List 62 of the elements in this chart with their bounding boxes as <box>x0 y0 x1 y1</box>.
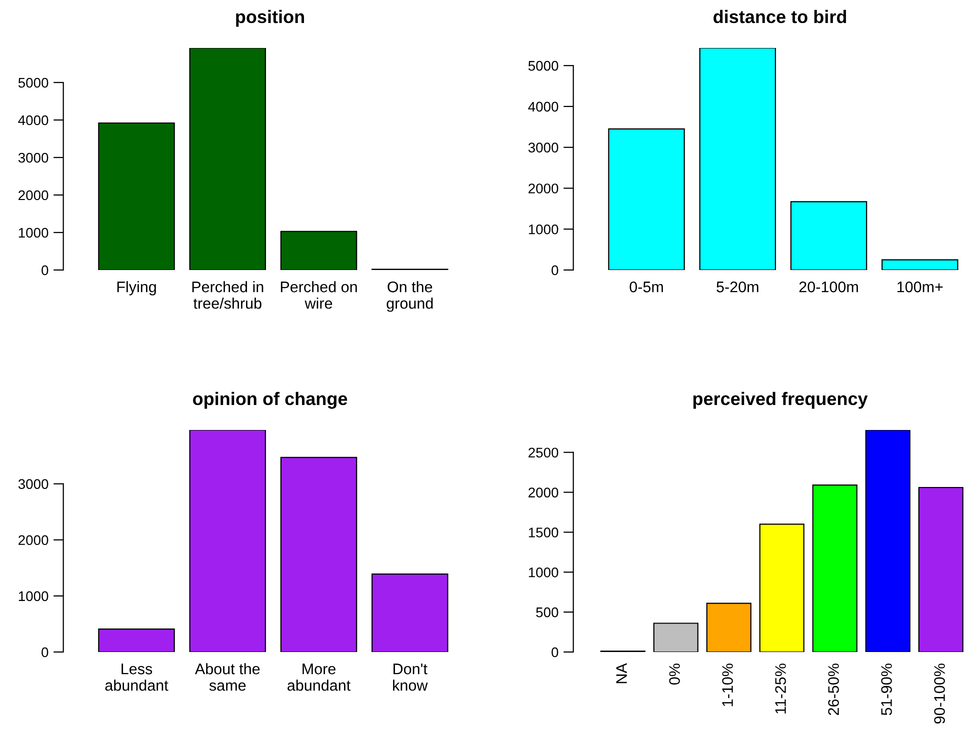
bar <box>189 48 266 270</box>
y-tick-label: 4000 <box>528 102 558 112</box>
y-tick-label: 5000 <box>528 60 558 71</box>
bar <box>608 128 685 270</box>
y-tick-label: 1000 <box>528 567 558 578</box>
x-tick-label: Perched in tree/shrub <box>192 281 264 309</box>
bar <box>759 524 804 652</box>
bar <box>812 484 858 652</box>
bar <box>882 259 958 270</box>
y-tick-label: 5000 <box>18 78 48 88</box>
y-tick-label: 3000 <box>528 142 558 153</box>
bar <box>699 48 776 270</box>
y-tick-label: 1000 <box>18 228 48 238</box>
y-tick-label: 2500 <box>528 448 558 458</box>
y-tick-label: 1000 <box>528 224 558 234</box>
x-tick-label: About the same <box>194 663 260 691</box>
y-tick-label: 1000 <box>18 591 48 602</box>
y-tick-label: 1500 <box>528 528 558 538</box>
y-tick-label: 4000 <box>18 115 48 126</box>
x-tick-label: 11-25% <box>775 664 786 714</box>
x-tick-label: 26-50% <box>828 664 839 715</box>
bar <box>98 628 175 652</box>
y-tick-label: 2000 <box>18 190 48 200</box>
y-tick-label: 2000 <box>528 184 558 194</box>
chart-title: distance to bird <box>714 10 846 24</box>
x-tick-label: 0-5m <box>630 282 663 292</box>
y-tick-label: 0 <box>552 265 558 276</box>
bar <box>790 201 868 270</box>
bar <box>280 456 358 652</box>
x-tick-label: 20-100m <box>799 282 858 292</box>
bar <box>865 430 910 652</box>
bar <box>372 574 448 652</box>
x-tick-label: On the ground <box>386 281 433 312</box>
x-tick-label: 5-20m <box>716 282 758 292</box>
y-tick-label: 0 <box>552 647 558 658</box>
x-tick-label: 90-100% <box>934 664 945 724</box>
x-tick-label: 0% <box>669 664 680 685</box>
x-tick-label: Less abundant <box>105 664 168 691</box>
bar <box>653 622 698 652</box>
chart-title: perceived frequency <box>693 392 868 409</box>
x-tick-label: More abundant <box>288 664 351 691</box>
y-tick-label: 3000 <box>18 152 48 163</box>
bar <box>189 430 266 652</box>
y-tick-label: 0 <box>42 647 48 658</box>
x-tick-label: 51-90% <box>881 664 892 716</box>
x-tick-label: Don't know <box>393 664 428 691</box>
x-tick-label: Perched on wire <box>280 281 357 309</box>
chart-title: opinion of change <box>192 392 348 409</box>
y-tick-label: 3000 <box>18 479 48 489</box>
x-tick-label: NA <box>616 663 627 684</box>
y-tick-label: 500 <box>536 607 558 618</box>
bar <box>918 486 964 652</box>
bar <box>98 122 175 270</box>
x-tick-label: 1-10% <box>722 664 733 706</box>
y-tick-label: 2000 <box>18 535 48 546</box>
x-tick-label: 100m+ <box>897 282 943 292</box>
chart-title: position <box>236 10 304 27</box>
y-tick-label: 0 <box>42 265 48 276</box>
x-tick-label: Flying <box>117 281 156 296</box>
bar <box>706 602 752 652</box>
bar <box>280 230 358 270</box>
y-tick-label: 2000 <box>528 488 558 498</box>
